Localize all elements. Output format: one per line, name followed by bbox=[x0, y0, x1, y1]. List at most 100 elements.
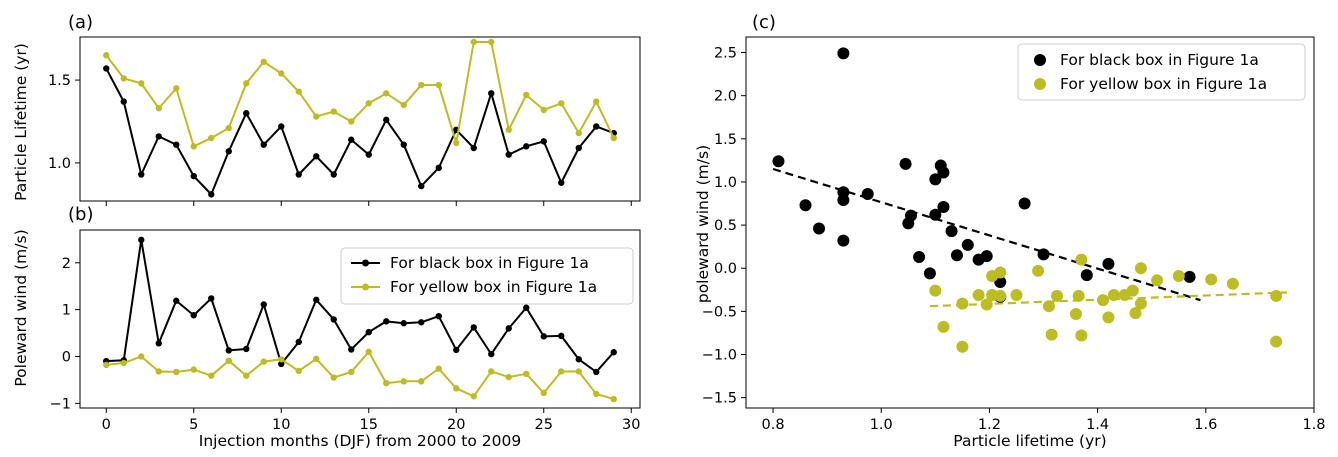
panel-b-data-point bbox=[348, 346, 355, 353]
panel-a-data-point bbox=[295, 88, 302, 95]
panel-a-data-point bbox=[243, 110, 250, 117]
panel-a-data-point bbox=[278, 70, 285, 77]
panel-a-data-point bbox=[313, 153, 320, 160]
panel-a-data-point bbox=[558, 100, 565, 107]
panel-c-xlabel: Particle lifetime (yr) bbox=[953, 432, 1106, 450]
panel-c-ytick-label: 2.0 bbox=[714, 89, 737, 105]
panel-a-data-point bbox=[365, 151, 372, 158]
panel-b-data-point bbox=[208, 295, 215, 302]
panel-a-data-point bbox=[225, 148, 232, 155]
panel-b-series-line-0 bbox=[106, 238, 615, 373]
panel-c-xtick-label: 1.2 bbox=[978, 417, 1001, 433]
panel-b-data-point bbox=[488, 368, 495, 375]
panel-b-data-point bbox=[243, 345, 250, 353]
panel-c-scatter-point bbox=[1072, 289, 1085, 302]
panel-c-scatter-point bbox=[1097, 294, 1110, 307]
panel-c-xtick-label: 0.8 bbox=[762, 417, 785, 433]
panel-b-data-point bbox=[523, 370, 530, 378]
panel-a-data-point bbox=[505, 151, 512, 158]
panel-a: (a) Particle Lifetime (yr) 1.0 1.5 bbox=[12, 12, 641, 206]
panel-a-data-point bbox=[488, 38, 495, 46]
panel-b-data-point bbox=[400, 320, 407, 327]
panel-a-data-point bbox=[295, 171, 302, 178]
panel-a-data-point bbox=[383, 116, 390, 124]
panel-c-scatter-point bbox=[994, 266, 1007, 279]
panel-c-scatter-point bbox=[861, 188, 874, 201]
panel-b-data-point bbox=[313, 355, 320, 363]
panel-b-xtick-label: 0 bbox=[102, 417, 111, 433]
panel-b-data-point bbox=[225, 347, 232, 354]
panel-b-data-point bbox=[260, 358, 267, 365]
panel-c-label: (c) bbox=[752, 12, 776, 33]
panel-b-series-line-1 bbox=[106, 350, 615, 401]
legend-swatch-black-marker bbox=[362, 259, 369, 267]
panel-b-xtick-label: 20 bbox=[447, 417, 465, 433]
panel-a-data-point bbox=[435, 164, 442, 172]
panel-c-scatter-point bbox=[1205, 273, 1218, 286]
panel-b-data-point bbox=[435, 365, 442, 372]
panel-b-xtick-label: 10 bbox=[272, 417, 290, 433]
legend-box bbox=[340, 247, 634, 305]
panel-a-data-point bbox=[103, 65, 110, 72]
panel-a-data-point bbox=[453, 139, 460, 147]
legend-swatch-yellow-marker bbox=[362, 283, 369, 291]
panel-b-data-point bbox=[453, 346, 460, 354]
panel-c-scatter-point bbox=[972, 288, 985, 301]
panel-c-scatter-point bbox=[1080, 269, 1093, 282]
panel-c-scatter-point bbox=[1226, 277, 1239, 290]
panel-c-scatter-point bbox=[1069, 307, 1082, 320]
panel-a-data-point bbox=[365, 100, 372, 107]
panel-a-data-point bbox=[435, 81, 442, 89]
panel-a-data-point bbox=[208, 191, 215, 198]
panel-b-data-point bbox=[505, 325, 512, 332]
panel-c-scatter-point bbox=[937, 320, 950, 333]
panel-b-xtick-label: 30 bbox=[622, 417, 640, 433]
panel-a-label: (a) bbox=[68, 12, 93, 33]
panel-c-scatter-point bbox=[1183, 270, 1196, 283]
panel-c-ytick-label: 1.5 bbox=[714, 132, 737, 148]
panel-c-frame bbox=[745, 36, 1315, 409]
panel-b-data-point bbox=[243, 372, 250, 379]
panel-c-scatter-point bbox=[799, 199, 812, 212]
panel-c-scatter-point bbox=[1129, 307, 1142, 320]
panel-b-data-point bbox=[295, 367, 302, 375]
panel-c-ytick-label: 1.0 bbox=[714, 175, 737, 191]
panel-a-data-point bbox=[593, 123, 600, 130]
panel-a-data-point bbox=[400, 141, 407, 148]
legend-swatch-yellow-marker bbox=[1034, 78, 1046, 90]
panel-c-xtick-label: 1.8 bbox=[1302, 417, 1325, 433]
panel-a-data-point bbox=[103, 52, 110, 59]
panel-c-ytick-label: 0.5 bbox=[714, 218, 737, 234]
panel-c-scatter-point bbox=[837, 194, 850, 207]
panel-a-data-point bbox=[120, 75, 127, 82]
panel-a-data-point bbox=[383, 90, 390, 97]
panel-a-ytick-label: 1.5 bbox=[48, 73, 71, 89]
panel-b-data-point bbox=[208, 372, 215, 379]
panel-b-data-point bbox=[505, 373, 512, 381]
panel-a-data-point bbox=[540, 106, 547, 114]
panel-b-data-point bbox=[575, 368, 582, 375]
panel-c-scatter-point bbox=[1018, 197, 1031, 210]
panel-b-data-point bbox=[190, 366, 197, 373]
panel-c-ytick-label: −0.5 bbox=[702, 304, 737, 320]
panel-b-data-point bbox=[225, 357, 232, 364]
panel-b-ylabel: Poleward wind (m/s) bbox=[12, 229, 30, 386]
panel-b-data-point bbox=[278, 356, 285, 363]
panel-c-scatter-point bbox=[1270, 335, 1283, 348]
panel-c-scatter-point bbox=[1270, 289, 1283, 302]
legend-entry-black: For black box in Figure 1a bbox=[1060, 51, 1259, 69]
panel-c-scatter-point bbox=[980, 298, 993, 311]
panel-c-scatter-point bbox=[937, 166, 950, 179]
panel-b-data-point bbox=[470, 393, 477, 400]
panel-a-data-point bbox=[575, 129, 582, 137]
panel-c-scatter-point bbox=[1051, 289, 1064, 302]
panel-c-legend: For black box in Figure 1a For yellow bo… bbox=[1017, 43, 1306, 101]
panel-b-legend: For black box in Figure 1a For yellow bo… bbox=[340, 247, 634, 305]
panel-c-scatter-point bbox=[813, 222, 826, 235]
panel-c-scatter-point bbox=[772, 155, 785, 168]
panel-b-xtick-label: 25 bbox=[535, 417, 553, 433]
panel-a-data-point bbox=[488, 90, 495, 97]
panel-b-data-point bbox=[470, 324, 477, 331]
panel-c-scatter-point bbox=[1126, 284, 1139, 297]
panel-c-xtick-label: 1.4 bbox=[1086, 417, 1109, 433]
